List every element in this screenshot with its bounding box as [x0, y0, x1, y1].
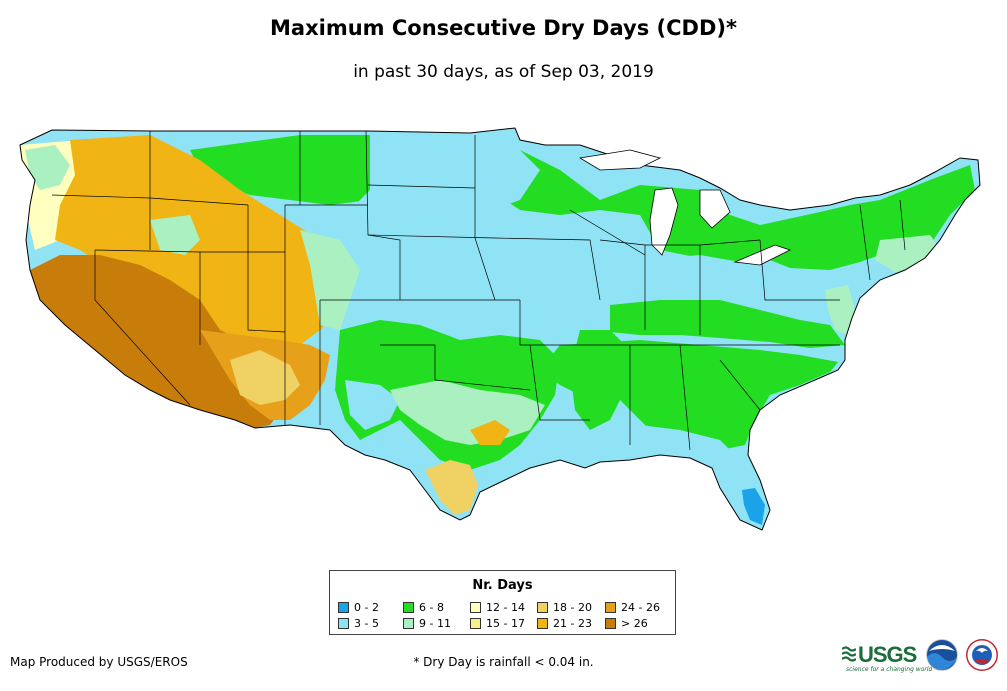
region-mint-midatlantic [825, 285, 855, 335]
agency-logos: USGS science for a changing world [842, 636, 1002, 678]
legend: Nr. Days 0 - 2 3 - 5 6 - 8 9 - 11 12 - 1… [329, 570, 676, 635]
noaa-logo-icon [926, 639, 958, 671]
legend-item: 12 - 14 [470, 602, 525, 614]
legend-item: 0 - 2 [338, 602, 379, 614]
region-cyan-south [345, 380, 400, 430]
region-gold-west [55, 135, 345, 360]
region-lightgreen-mountains [300, 230, 360, 330]
lake-huron [699, 189, 731, 229]
region-lightgreen-utah [150, 215, 200, 255]
legend-item: 18 - 20 [537, 602, 592, 614]
nws-logo-icon [966, 639, 998, 671]
legend-swatch [403, 602, 414, 613]
dry-day-footnote: * Dry Day is rainfall < 0.04 in. [413, 655, 594, 669]
region-tan-texas [425, 460, 478, 515]
legend-swatch [537, 618, 548, 629]
us-outline [19, 127, 981, 531]
legend-swatch [537, 602, 548, 613]
legend-swatch [605, 602, 616, 613]
legend-title: Nr. Days [472, 578, 533, 593]
state-borders [51, 130, 906, 451]
region-blue-florida [742, 488, 765, 525]
map-title: Maximum Consecutive Dry Days (CDD)* [270, 16, 737, 40]
legend-item: 15 - 17 [470, 618, 525, 630]
legend-item: 3 - 5 [338, 618, 379, 630]
legend-item: 9 - 11 [403, 618, 451, 630]
legend-swatch [338, 602, 349, 613]
map-fill-layer [19, 127, 981, 531]
usgs-logo: USGS [858, 642, 917, 667]
region-green-ohio [610, 300, 845, 348]
legend-swatch [338, 618, 349, 629]
legend-swatch [605, 618, 616, 629]
legend-swatch [403, 618, 414, 629]
legend-swatch [470, 602, 481, 613]
region-tan-southwest [230, 350, 300, 405]
legend-swatch [470, 618, 481, 629]
lake-superior [578, 149, 662, 171]
region-orange-texas [470, 420, 510, 445]
legend-item: 6 - 8 [403, 602, 444, 614]
region-mint-pnw [25, 145, 70, 190]
legend-item: > 26 [605, 618, 648, 630]
usgs-wave-icon [842, 646, 856, 662]
map-subtitle: in past 30 days, as of Sep 03, 2019 [353, 62, 654, 82]
map-credit: Map Produced by USGS/EROS [10, 655, 188, 669]
usgs-tagline: science for a changing world [846, 666, 933, 673]
region-cyan-plains [330, 135, 790, 330]
region-green-mississippi [570, 330, 630, 430]
lake-erie [733, 244, 792, 266]
legend-item: 21 - 23 [537, 618, 592, 630]
legend-item: 24 - 26 [605, 602, 660, 614]
